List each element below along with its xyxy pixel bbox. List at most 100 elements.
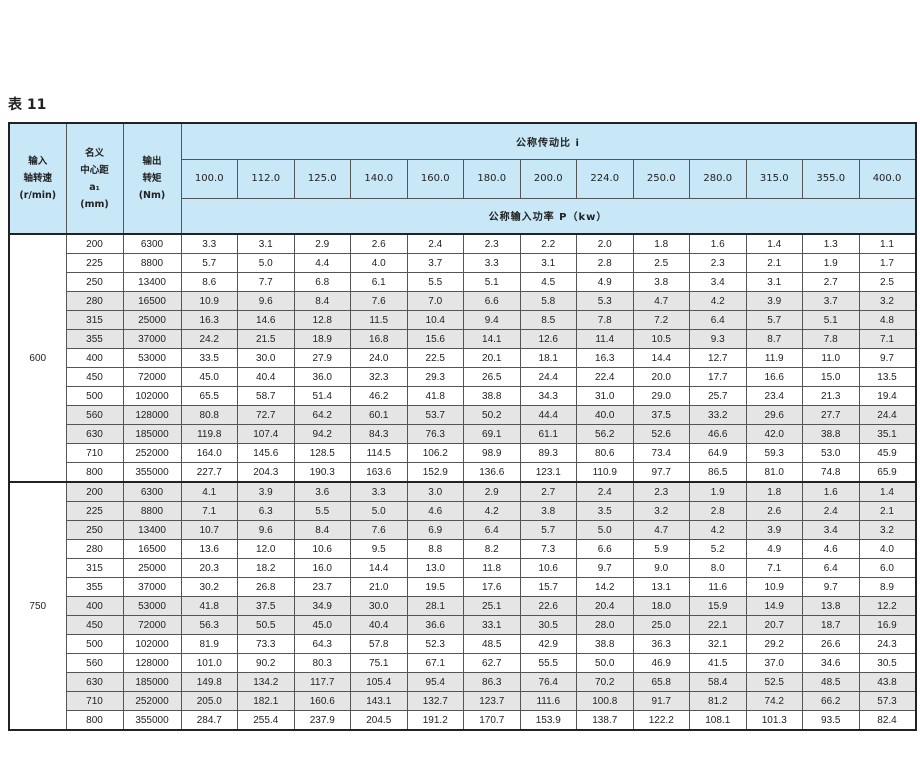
power-cell: 45.9 — [858, 443, 917, 463]
power-cell: 4.9 — [745, 539, 803, 559]
power-cell: 91.7 — [632, 691, 690, 711]
power-cell: 5.7 — [745, 310, 803, 330]
output-torque-cell: 53000 — [122, 596, 182, 616]
power-cell: 27.9 — [293, 348, 351, 368]
power-cell: 110.9 — [576, 462, 634, 483]
power-cell: 3.6 — [293, 481, 351, 502]
power-cell: 1.9 — [802, 253, 860, 273]
header-input-speed: 输入 轴转速 (r/min) — [8, 122, 67, 235]
power-cell: 22.1 — [689, 615, 747, 635]
power-cell: 26.5 — [463, 367, 521, 387]
power-cell: 7.3 — [519, 539, 577, 559]
power-cell: 97.7 — [632, 462, 690, 483]
power-cell: 73.3 — [237, 634, 295, 654]
power-cell: 20.7 — [745, 615, 803, 635]
center-distance-cell: 500 — [65, 634, 124, 654]
power-cell: 80.6 — [576, 443, 634, 463]
power-cell: 33.5 — [180, 348, 238, 368]
power-cell: 29.3 — [406, 367, 464, 387]
power-cell: 21.3 — [802, 386, 860, 406]
power-cell: 100.8 — [576, 691, 634, 711]
power-cell: 34.9 — [293, 596, 351, 616]
power-cell: 16.6 — [745, 367, 803, 387]
power-cell: 30.0 — [350, 596, 408, 616]
power-cell: 123.7 — [463, 691, 521, 711]
power-cell: 8.9 — [858, 577, 917, 597]
power-cell: 15.9 — [689, 596, 747, 616]
power-cell: 6.0 — [858, 558, 917, 578]
power-cell: 8.2 — [463, 539, 521, 559]
power-cell: 149.8 — [180, 672, 238, 692]
power-cell: 56.2 — [576, 424, 634, 444]
power-cell: 4.2 — [463, 501, 521, 521]
power-cell: 16.0 — [293, 558, 351, 578]
power-cell: 3.5 — [576, 501, 634, 521]
power-cell: 7.8 — [576, 310, 634, 330]
power-cell: 122.2 — [632, 710, 690, 731]
table-title: 表 11 — [8, 97, 47, 113]
power-cell: 7.2 — [632, 310, 690, 330]
table-row: 600 200 6300 3.3 3.1 2.9 2.6 2.4 2.3 2.2 2.0 1.8 1.6… — [8, 233, 917, 483]
power-cell: 3.9 — [745, 520, 803, 540]
power-cell: 3.7 — [802, 291, 860, 311]
power-cell: 24.2 — [180, 329, 238, 349]
output-torque-cell: 102000 — [122, 386, 182, 406]
power-cell: 38.8 — [802, 424, 860, 444]
power-cell: 8.0 — [689, 558, 747, 578]
power-cell: 18.7 — [802, 615, 860, 635]
power-cell: 205.0 — [180, 691, 238, 711]
power-cell: 2.8 — [576, 253, 634, 273]
power-cell: 190.3 — [293, 462, 351, 483]
output-torque-cell: 53000 — [122, 348, 182, 368]
power-cell: 41.8 — [180, 596, 238, 616]
power-cell: 4.0 — [858, 539, 917, 559]
center-distance-cell: 630 — [65, 424, 124, 444]
table-row: 450 72000 45.0 40.4 36.0 32.3 29.3 26.5 24.4 22.4… — [9, 367, 917, 387]
ratio-header-cell: 280.0 — [689, 158, 747, 199]
power-cell: 50.0 — [576, 653, 634, 673]
power-cell: 46.9 — [632, 653, 690, 673]
power-cell: 8.4 — [293, 520, 351, 540]
header-output-torque: 输出 转矩 (Nm) — [122, 122, 182, 235]
power-cell: 9.0 — [632, 558, 690, 578]
power-cell: 34.3 — [519, 386, 577, 406]
power-cell: 4.2 — [689, 291, 747, 311]
output-torque-cell: 8800 — [122, 501, 182, 521]
center-distance-cell: 315 — [65, 310, 124, 330]
power-cell: 27.7 — [802, 405, 860, 425]
power-cell: 82.4 — [858, 710, 917, 731]
power-cell: 128.5 — [293, 443, 351, 463]
output-torque-cell: 6300 — [122, 233, 182, 254]
power-cell: 26.8 — [237, 577, 295, 597]
center-distance-cell: 280 — [65, 539, 124, 559]
output-torque-cell: 185000 — [122, 424, 182, 444]
power-cell: 28.0 — [576, 615, 634, 635]
power-cell: 21.0 — [350, 577, 408, 597]
power-cell: 18.1 — [519, 348, 577, 368]
power-cell: 14.4 — [350, 558, 408, 578]
power-cell: 237.9 — [293, 710, 351, 731]
power-cell: 19.4 — [858, 386, 917, 406]
speed-group-600: 600 200 6300 3.3 3.1 2.9 2.6 2.4 2.3 2.2 2.0 1.8 1.6… — [8, 233, 917, 483]
power-cell: 13.5 — [858, 367, 917, 387]
power-cell: 29.0 — [632, 386, 690, 406]
power-cell: 45.0 — [293, 615, 351, 635]
power-cell: 93.5 — [802, 710, 860, 731]
power-cell: 9.6 — [237, 291, 295, 311]
power-cell: 14.2 — [576, 577, 634, 597]
power-cell: 80.8 — [180, 405, 238, 425]
power-cell: 58.7 — [237, 386, 295, 406]
power-cell: 35.1 — [858, 424, 917, 444]
header-ratio-label: 公称传动比 i — [180, 122, 917, 160]
power-cell: 105.4 — [350, 672, 408, 692]
power-cell: 14.9 — [745, 596, 803, 616]
power-cell: 30.0 — [237, 348, 295, 368]
power-cell: 6.9 — [406, 520, 464, 540]
power-cell: 40.0 — [576, 405, 634, 425]
power-cell: 11.8 — [463, 558, 521, 578]
power-cell: 14.4 — [632, 348, 690, 368]
power-cell: 160.6 — [293, 691, 351, 711]
power-cell: 19.5 — [406, 577, 464, 597]
center-distance-cell: 560 — [65, 405, 124, 425]
power-cell: 1.7 — [858, 253, 917, 273]
